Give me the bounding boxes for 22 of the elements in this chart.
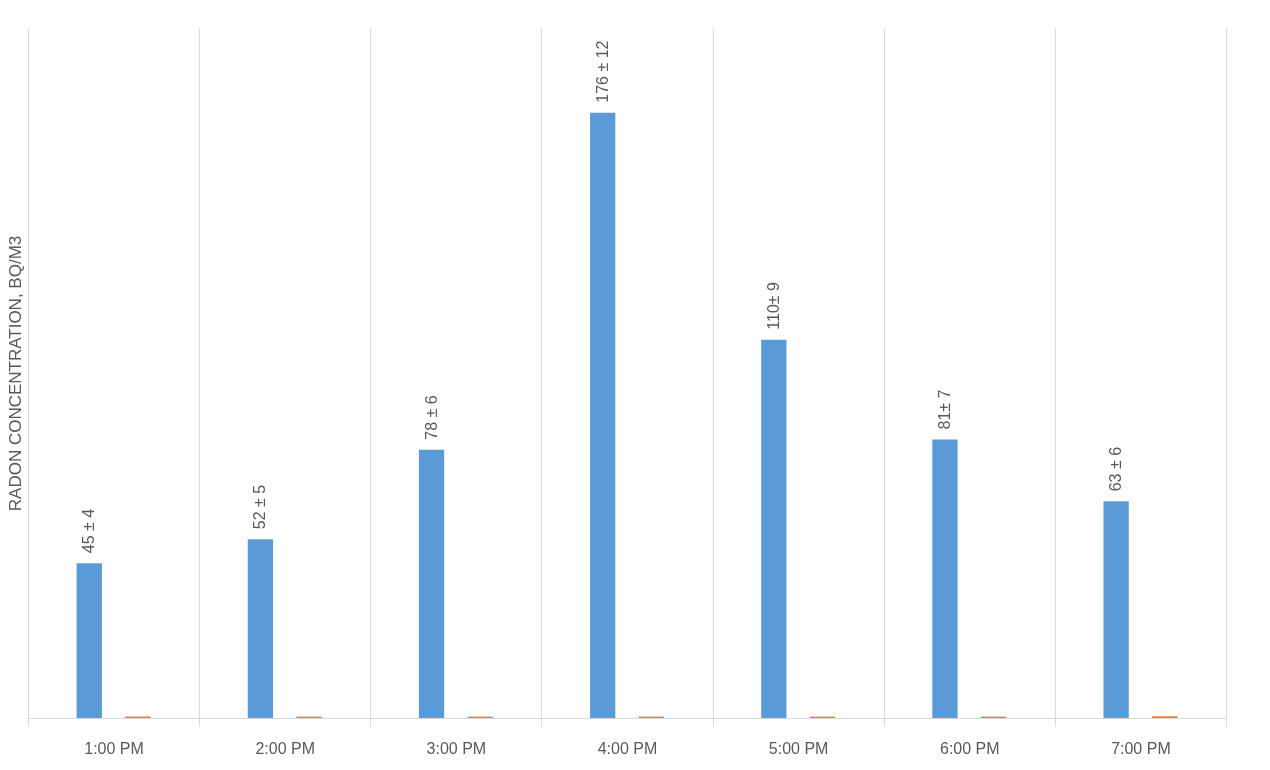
data-label: 45 ± 4 [80, 508, 98, 554]
x-tick-label: 3:00 PM [426, 739, 487, 757]
data-label: 81± 7 [935, 389, 953, 430]
bar [590, 112, 616, 718]
bar [761, 339, 787, 718]
x-tick-label: 2:00 PM [255, 739, 316, 757]
x-tick-label: 1:00 PM [84, 739, 144, 757]
data-label: 78 ± 6 [422, 395, 440, 440]
data-label: 52 ± 5 [251, 484, 269, 530]
bar [932, 439, 958, 718]
x-tick-label: 7:00 PM [1111, 739, 1171, 757]
x-tick-label: 5:00 PM [768, 739, 829, 757]
bar [418, 449, 445, 718]
data-label: 110± 9 [764, 281, 782, 330]
data-label: 63 ± 6 [1107, 446, 1125, 492]
x-tick-label: 4:00 PM [597, 739, 658, 757]
bar [76, 563, 102, 718]
bar [1103, 501, 1129, 718]
data-label: 176 ± 12 [593, 40, 611, 103]
bar [247, 539, 274, 718]
x-tick-label: 6:00 PM [939, 739, 1000, 757]
y-axis-title: RADON CONCENTRATION, BQ/M3 [5, 235, 25, 512]
